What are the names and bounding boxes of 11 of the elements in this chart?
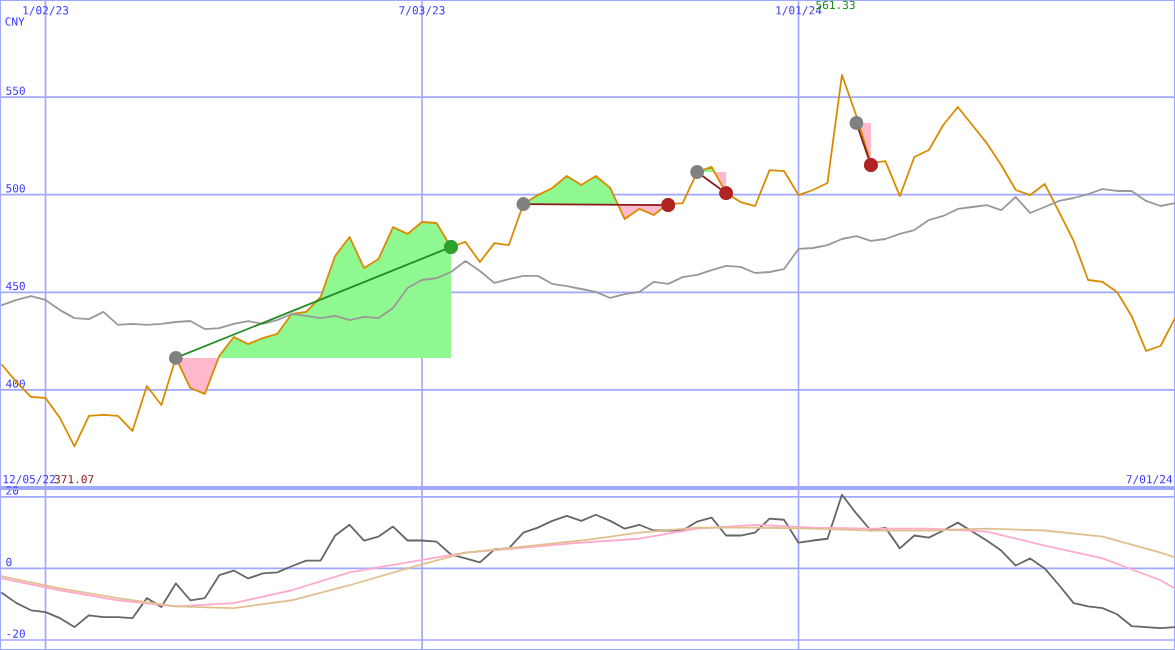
x-tick-label: 7/03/23 [399, 6, 445, 16]
x-tick-label: 1/02/23 [23, 6, 69, 16]
annotation: 12/05/22 [3, 474, 55, 485]
y-tick-label: 550 [6, 86, 25, 95]
y-tick-label: -20 [7, 629, 25, 638]
annotation: 7/01/24 [1126, 474, 1173, 485]
y-tick-label: 450 [6, 281, 25, 291]
annotation: 371.07 [54, 474, 94, 484]
y-tick-label: 0 [6, 557, 12, 567]
y-tick-label: 500 [6, 184, 25, 193]
annotation: CNY [5, 17, 25, 26]
